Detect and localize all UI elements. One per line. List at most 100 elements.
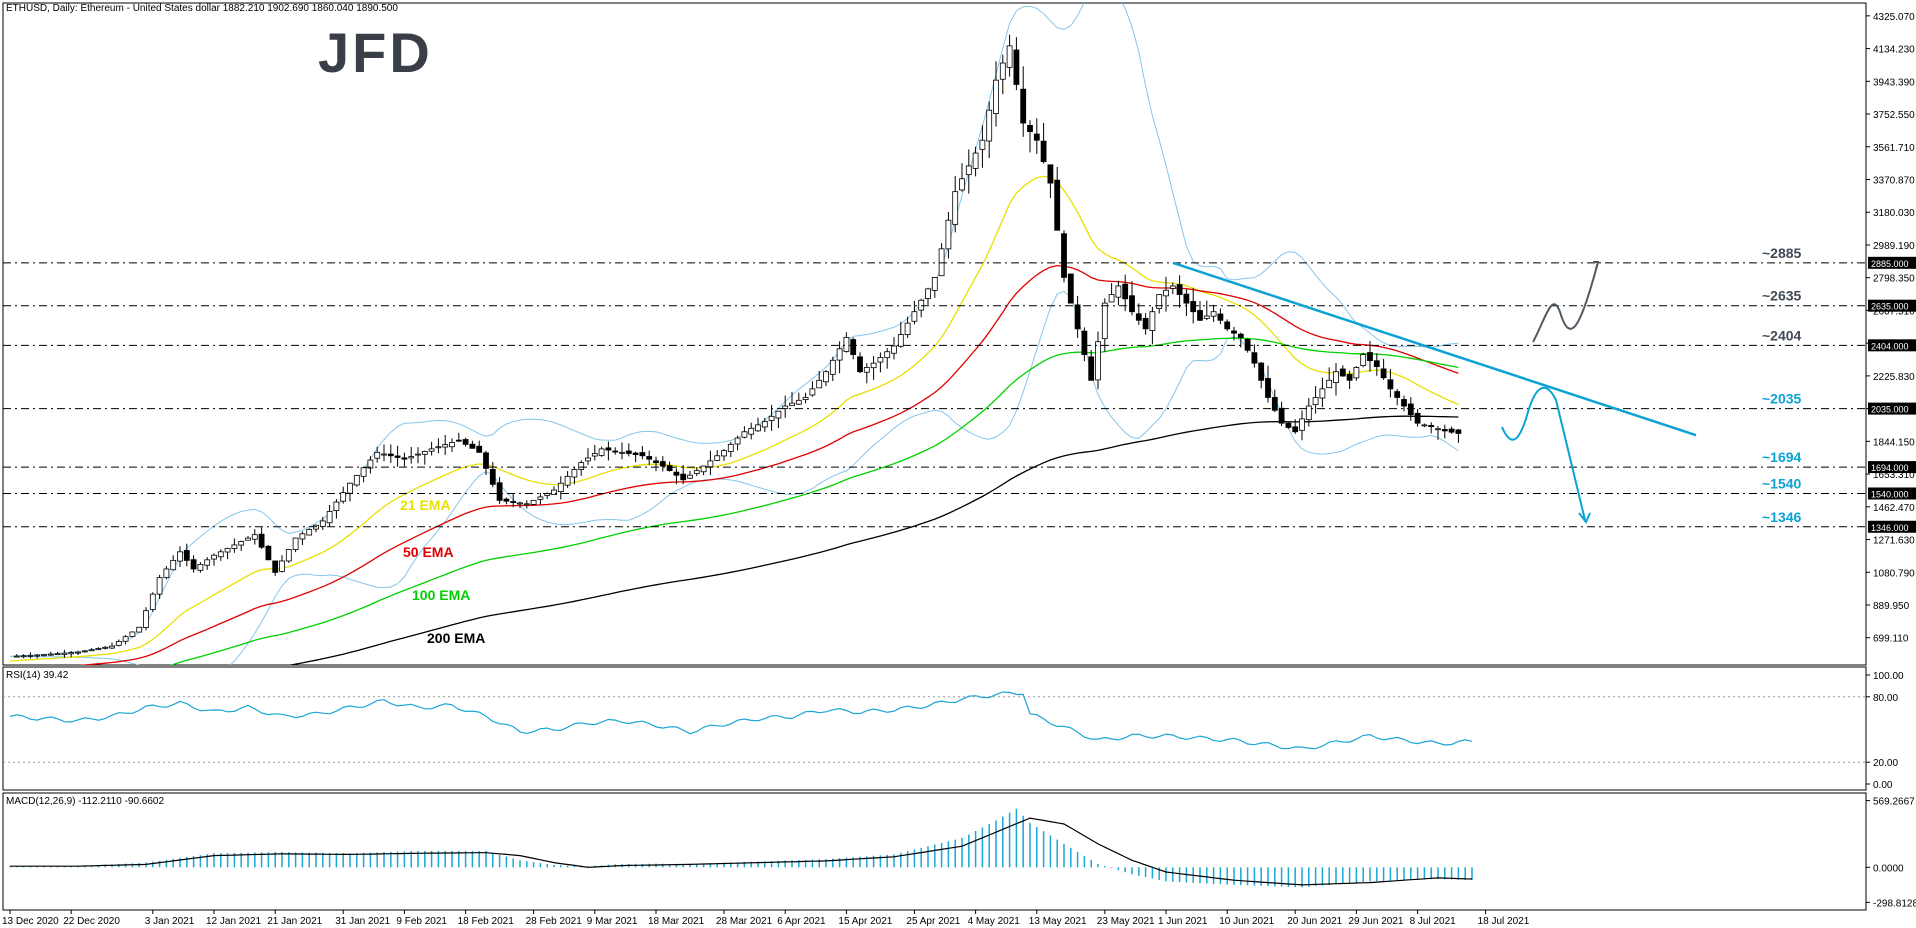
candle[interactable] [1367, 352, 1373, 361]
candle[interactable] [1074, 304, 1081, 330]
candle[interactable] [68, 652, 75, 655]
candle[interactable] [47, 653, 54, 656]
candle[interactable] [435, 446, 442, 449]
candle[interactable] [707, 460, 714, 468]
candle[interactable] [693, 470, 700, 474]
candle[interactable] [231, 544, 238, 549]
candle[interactable] [687, 474, 693, 479]
candle[interactable] [1210, 311, 1217, 317]
candle[interactable] [333, 501, 340, 511]
candle[interactable] [143, 610, 149, 628]
candle[interactable] [163, 568, 170, 579]
candle[interactable] [952, 191, 959, 225]
candle[interactable] [1258, 362, 1265, 381]
candle[interactable] [183, 550, 190, 561]
candle[interactable] [394, 455, 401, 458]
candle[interactable] [972, 152, 979, 169]
candle[interactable] [1305, 405, 1312, 421]
candle[interactable] [1135, 313, 1142, 321]
candle[interactable] [272, 560, 279, 573]
candle[interactable] [251, 534, 258, 540]
candle[interactable] [741, 431, 748, 438]
candle[interactable] [95, 648, 102, 651]
candle[interactable] [115, 641, 122, 646]
candle[interactable] [1394, 391, 1401, 398]
candle[interactable] [959, 178, 965, 191]
candle[interactable] [945, 219, 952, 250]
candle[interactable] [381, 453, 387, 456]
candle[interactable] [401, 457, 408, 460]
candle[interactable] [483, 452, 489, 469]
candle[interactable] [557, 482, 564, 493]
candle[interactable] [931, 277, 938, 291]
candle[interactable] [428, 448, 435, 452]
candle[interactable] [734, 437, 741, 445]
candle[interactable] [1346, 374, 1353, 381]
candle[interactable] [598, 448, 605, 456]
candle[interactable] [102, 646, 109, 649]
candle[interactable] [925, 288, 931, 299]
candle[interactable] [551, 489, 557, 496]
rsi-panel[interactable]: RSI(14) 39.42 100.00 80.00 20.00 0.00 [2, 666, 1904, 791]
candle[interactable] [1373, 360, 1380, 367]
candle[interactable] [857, 356, 863, 373]
candle[interactable] [1271, 397, 1278, 411]
candle[interactable] [1040, 140, 1047, 163]
candle[interactable] [816, 379, 823, 389]
candle[interactable] [197, 563, 204, 571]
candle[interactable] [1122, 283, 1129, 300]
candle[interactable] [1095, 341, 1101, 381]
candle[interactable] [530, 499, 537, 505]
candle[interactable] [1142, 317, 1149, 330]
candle[interactable] [510, 501, 517, 503]
candle[interactable] [1285, 422, 1292, 428]
candle[interactable] [1312, 397, 1319, 406]
candle[interactable] [986, 109, 993, 142]
candle[interactable] [149, 593, 156, 610]
candle[interactable] [571, 469, 578, 478]
candle[interactable] [353, 475, 360, 486]
candle[interactable] [265, 545, 272, 561]
candle[interactable] [1163, 289, 1169, 297]
candle[interactable] [27, 654, 34, 657]
candle[interactable] [156, 577, 163, 595]
candle[interactable] [911, 311, 918, 322]
candle[interactable] [367, 459, 374, 469]
candle[interactable] [768, 415, 775, 421]
candle[interactable] [979, 139, 986, 150]
candle[interactable] [904, 322, 911, 335]
candle[interactable] [1387, 379, 1394, 390]
candle[interactable] [54, 653, 61, 656]
candle[interactable] [782, 405, 789, 409]
candle[interactable] [802, 397, 809, 401]
candle[interactable] [41, 654, 47, 657]
candle[interactable] [1061, 233, 1067, 278]
candle[interactable] [1231, 330, 1237, 334]
candle[interactable] [1197, 310, 1203, 321]
candle[interactable] [177, 551, 183, 562]
candle[interactable] [585, 457, 591, 462]
candle[interactable] [727, 443, 734, 452]
candle[interactable] [1054, 179, 1061, 231]
candle[interactable] [1203, 315, 1210, 319]
candle[interactable] [1265, 378, 1271, 398]
candle[interactable] [1353, 367, 1360, 379]
candle[interactable] [455, 439, 462, 442]
candle[interactable] [34, 654, 41, 657]
candle[interactable] [211, 554, 217, 560]
price-panel[interactable]: 4325.070 4134.230 3943.390 3752.550 3561.710… [2, 0, 1916, 701]
candle[interactable] [285, 549, 292, 562]
candle[interactable] [700, 465, 707, 473]
candle[interactable] [1033, 133, 1040, 141]
candle[interactable] [340, 492, 347, 502]
candle[interactable] [238, 541, 245, 546]
candle[interactable] [775, 410, 782, 419]
candle[interactable] [170, 559, 177, 571]
candle[interactable] [374, 451, 381, 459]
candle[interactable] [1027, 125, 1033, 133]
candle[interactable] [605, 447, 612, 451]
candle[interactable] [1339, 368, 1346, 377]
candle[interactable] [1380, 368, 1387, 379]
candle[interactable] [1428, 425, 1435, 428]
candle[interactable] [993, 79, 999, 114]
